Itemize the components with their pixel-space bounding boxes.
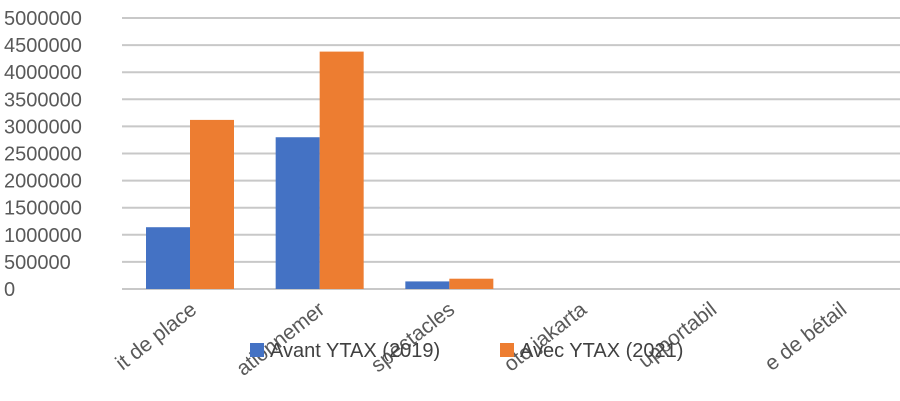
y-tick-label: 1000000 (4, 225, 82, 247)
bar-avec-2 (449, 278, 494, 289)
x-tick-label: oto jakarta (500, 298, 592, 377)
bar-avant-1 (275, 137, 320, 289)
x-tick-label: it de place (111, 298, 201, 375)
legend: Avant YTAX (2019) Avec YTAX (2021) (250, 340, 683, 362)
bar-avant-2 (405, 281, 450, 289)
y-tick-label: 500000 (4, 252, 71, 274)
y-tick-label: 1500000 (4, 198, 82, 220)
y-tick-label: 4000000 (4, 62, 82, 84)
bars (146, 51, 494, 289)
y-tick-label: 2500000 (4, 144, 82, 166)
y-tick-label: 4500000 (4, 35, 82, 57)
legend-label: Avec YTAX (2021) (520, 340, 683, 362)
x-axis-tick-labels: it de place ationnemer spectacles oto jakar… (111, 298, 851, 381)
y-tick-label: 0 (4, 279, 15, 301)
gridlines (122, 17, 900, 290)
bar-avant-0 (146, 227, 190, 289)
legend-label: Avant YTAX (2019) (270, 340, 440, 362)
y-tick-label: 5000000 (4, 8, 82, 30)
y-tick-label: 3000000 (4, 116, 82, 138)
y-axis-tick-labels: 5000000450000040000003500000300000025000… (4, 8, 82, 301)
bar-avec-0 (190, 119, 234, 289)
y-tick-label: 2000000 (4, 171, 82, 193)
y-tick-label: 3500000 (4, 89, 82, 111)
x-tick-label: spectacles (367, 298, 459, 377)
legend-swatch (500, 343, 514, 357)
legend-swatch (250, 343, 264, 357)
bar-avec-1 (319, 51, 364, 289)
x-tick-label: e de bétail (761, 298, 852, 376)
